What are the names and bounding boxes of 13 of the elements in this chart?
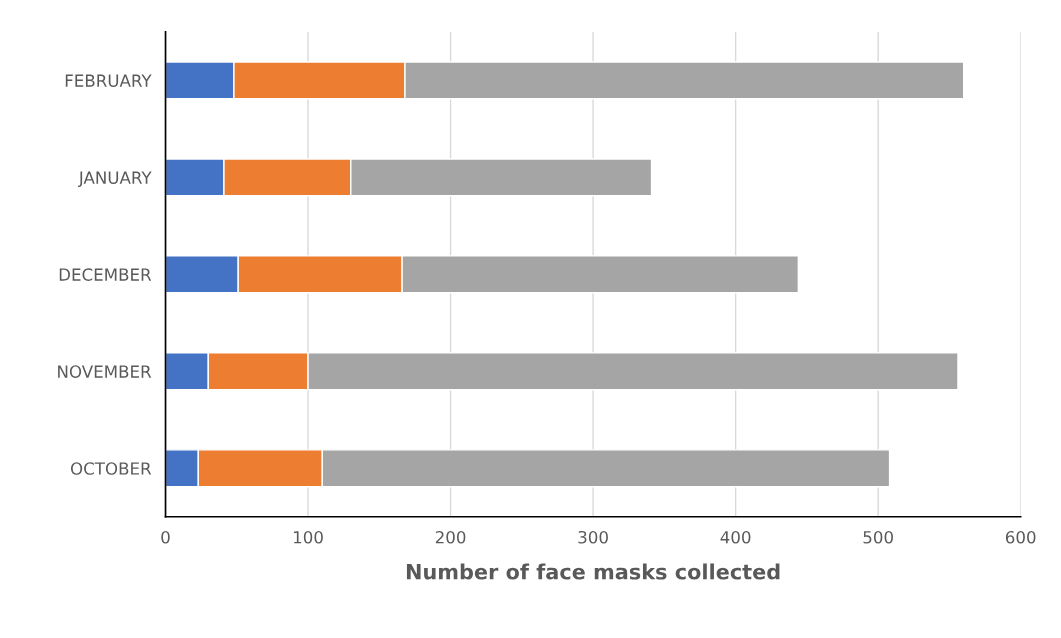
y-tick-label: JANUARY [77, 171, 152, 188]
x-tick-label: 400 [720, 530, 751, 544]
y-tick-label: FEBRUARY [65, 74, 152, 87]
x-axis-title: Number of face masks collected [406, 563, 780, 580]
y-tick-label: DECEMBER [59, 268, 152, 281]
x-tick-label: 0 [161, 530, 170, 544]
y-tick-label: NOVEMBER [58, 365, 152, 378]
x-tick-label: 500 [863, 530, 893, 544]
x-tick-label: 200 [435, 530, 466, 544]
x-tick-label: 600 [1005, 530, 1036, 544]
y-tick-label: OCTOBER [70, 462, 152, 475]
x-tick-label: 300 [578, 530, 608, 544]
x-tick-label: 100 [293, 530, 323, 544]
